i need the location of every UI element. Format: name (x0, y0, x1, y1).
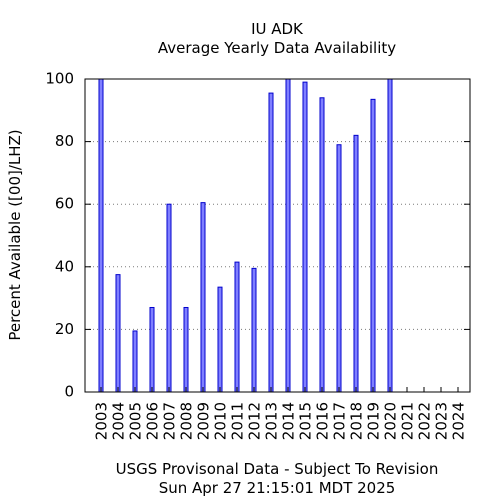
bar-2014 (285, 78, 291, 393)
bar-2016 (319, 97, 325, 393)
x-tick-label: 2014 (280, 402, 298, 440)
grid-lines (85, 141, 470, 330)
y-tick-label: 100 (45, 70, 74, 88)
y-tick-label: 40 (55, 257, 74, 275)
x-tick-label: 2018 (348, 402, 366, 440)
bar-2020 (387, 78, 393, 393)
x-tick-label: 2005 (127, 402, 145, 440)
x-tick-label: 2010 (212, 402, 230, 440)
bar-2015 (302, 81, 308, 393)
y-tick-label: 60 (55, 195, 74, 213)
x-tick-label: 2011 (229, 402, 247, 440)
bar-2006 (149, 306, 155, 393)
x-tick-label: 2017 (331, 402, 349, 440)
x-tick-label: 2009 (195, 402, 213, 440)
x-tick-label: 2023 (433, 402, 451, 440)
y-tick-label: 20 (55, 320, 74, 338)
bar-2013 (268, 92, 274, 393)
bar-2008 (183, 306, 189, 393)
y-axis-label: Percent Available ([00]/LHZ) (6, 129, 24, 340)
x-tick-label: 2016 (314, 402, 332, 440)
x-tick-label: 2015 (297, 402, 315, 440)
x-tick-label: 2024 (450, 402, 468, 440)
x-axis-ticks: 2003 2004 2005 2006 2007 2008 2009 2010 2011 2012… (93, 387, 468, 440)
x-tick-label: 2019 (365, 402, 383, 440)
plot-frame (84, 78, 471, 393)
bar-2003 (98, 78, 104, 393)
bar-2004 (115, 274, 121, 393)
bar-2017 (336, 144, 342, 393)
y-tick-label: 80 (55, 132, 74, 150)
bar-2019 (370, 98, 376, 393)
x-tick-label: 2008 (178, 402, 196, 440)
x-tick-label: 2012 (246, 402, 264, 440)
x-tick-label: 2022 (416, 402, 434, 440)
x-tick-label: 2003 (93, 402, 111, 440)
x-tick-label: 2006 (144, 402, 162, 440)
bar-2011 (234, 261, 240, 393)
bar-2018 (353, 134, 359, 393)
x-tick-label: 2013 (263, 402, 281, 440)
bar-2009 (200, 202, 206, 393)
chart-subtitle: Average Yearly Data Availability (158, 39, 396, 57)
x-tick-label: 2021 (399, 402, 417, 440)
chart-title: IU ADK (251, 20, 304, 38)
y-tick-label: 0 (64, 383, 74, 401)
y-axis-ticks: 0 20 40 60 80 100 (45, 70, 470, 401)
bar-2012 (251, 267, 257, 393)
x-tick-label: 2007 (161, 402, 179, 440)
x-tick-label: 2004 (110, 402, 128, 440)
footer-timestamp: Sun Apr 27 21:15:01 MDT 2025 (159, 479, 396, 497)
bars (98, 78, 393, 393)
x-tick-label: 2020 (382, 402, 400, 440)
bar-2007 (166, 203, 172, 393)
footer-disclaimer: USGS Provisonal Data - Subject To Revisi… (116, 460, 439, 478)
bar-2005 (132, 330, 138, 393)
bar-2010 (217, 286, 223, 393)
